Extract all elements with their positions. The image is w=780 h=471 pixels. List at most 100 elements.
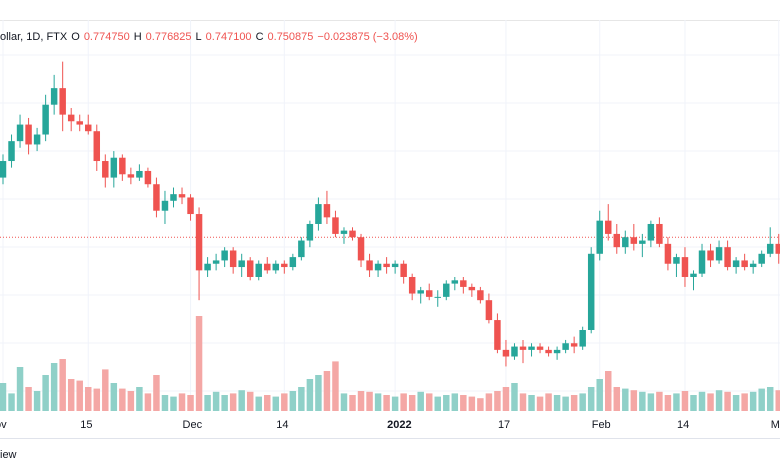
volume-bar [698, 391, 706, 411]
candle-body [16, 124, 24, 142]
volume-bar [715, 390, 723, 411]
volume-bar [349, 395, 356, 411]
candle-body [246, 260, 254, 277]
candle-body [587, 253, 595, 330]
volume-bar [502, 387, 510, 411]
volume-bar [690, 395, 697, 411]
volume-bar [306, 379, 314, 411]
candle-body [178, 194, 186, 198]
candle-body [485, 300, 493, 321]
candle-body [298, 240, 305, 258]
volume-bar [545, 393, 552, 411]
volume-bar [485, 393, 493, 411]
volume-bar [136, 387, 143, 411]
volume-bar [443, 395, 450, 411]
volume-bar [681, 391, 689, 411]
candle-body [25, 124, 32, 145]
candle-body [374, 263, 382, 271]
volume-bar [579, 393, 586, 411]
candle-body [622, 237, 629, 248]
candle-body [494, 320, 501, 350]
volume-bar [553, 395, 561, 411]
symbol-label: ollar, 1D, FTX [0, 31, 68, 43]
volume-bar [315, 375, 322, 411]
candle-body [630, 237, 638, 244]
volume-bar [85, 387, 92, 411]
candle-body [749, 263, 757, 268]
candle-body [724, 247, 731, 268]
volume-bar [195, 316, 203, 411]
candle-body [417, 290, 424, 294]
volume-bar [724, 391, 731, 411]
volume-bar [229, 393, 237, 411]
candle-body [741, 260, 748, 268]
volume-bar [391, 396, 399, 411]
candle-body [93, 131, 101, 162]
ohlc-legend: ollar, 1D, FTX O 0.774750 H 0.776825 L 0.74… [0, 31, 422, 47]
candle-body [434, 296, 441, 298]
low-value: 0.747100 [205, 31, 252, 43]
candle-body [212, 260, 220, 264]
candle-body [221, 250, 228, 261]
candle-body [204, 263, 211, 271]
volume-bar [494, 391, 501, 411]
candle-body [579, 330, 586, 347]
volume-bar [340, 393, 348, 411]
candle-body [758, 253, 765, 264]
x-axis-label: Dec [183, 419, 203, 431]
volume-bar [323, 371, 331, 411]
volume-bar [187, 395, 194, 411]
candle-body [775, 243, 780, 254]
volume-bar [238, 390, 245, 411]
candle-body [605, 220, 612, 234]
volume-bar [33, 391, 41, 411]
candle-body [153, 184, 160, 211]
candle-body [85, 124, 92, 132]
candle-body [306, 223, 314, 241]
volume-bar [0, 383, 7, 411]
volume-bar [170, 396, 177, 411]
view-link[interactable]: iew [0, 449, 17, 461]
candle-body [562, 343, 569, 350]
volume-bar [281, 393, 288, 411]
candle-body [170, 194, 177, 201]
volume-bar [673, 393, 680, 411]
candle-body [42, 104, 49, 135]
volume-bar [102, 369, 109, 411]
x-axis-label: 2022 [387, 419, 411, 431]
chart-footer: iew [0, 438, 780, 471]
candle-body [195, 214, 203, 271]
candle-body [76, 121, 83, 125]
volume-bar [596, 379, 603, 411]
candle-body [656, 223, 663, 244]
x-axis-label: Mar [771, 419, 780, 431]
candle-body [110, 157, 118, 178]
volume-bar [264, 395, 271, 411]
candle-body [144, 170, 152, 185]
volume-bar [144, 393, 152, 411]
candle-body [681, 257, 689, 277]
candle-body [511, 346, 518, 357]
candle-body [383, 263, 390, 268]
volume-bar [562, 396, 569, 411]
candle-body [33, 134, 41, 145]
candle-body [460, 280, 467, 287]
volume-bar [647, 393, 655, 411]
volume-bar [451, 393, 459, 411]
candle-body [272, 263, 280, 271]
volume-bar [587, 387, 595, 411]
open-label: O [71, 31, 80, 43]
candle-body [528, 346, 535, 350]
volume-bar [707, 393, 714, 411]
candle-body [119, 157, 126, 175]
volume-bar [630, 390, 638, 411]
volume-bar [298, 387, 305, 411]
candle-body [639, 240, 646, 244]
volume-bar [605, 371, 612, 411]
volume-bar [400, 393, 407, 411]
candle-body [315, 204, 322, 224]
volume-bar [153, 375, 160, 411]
candlestick-chart[interactable]: ov 15 Dec 14 2022 17 Feb 14 Mar [0, 0, 780, 438]
volume-bar [110, 383, 118, 411]
x-axis-label: Feb [592, 419, 611, 431]
